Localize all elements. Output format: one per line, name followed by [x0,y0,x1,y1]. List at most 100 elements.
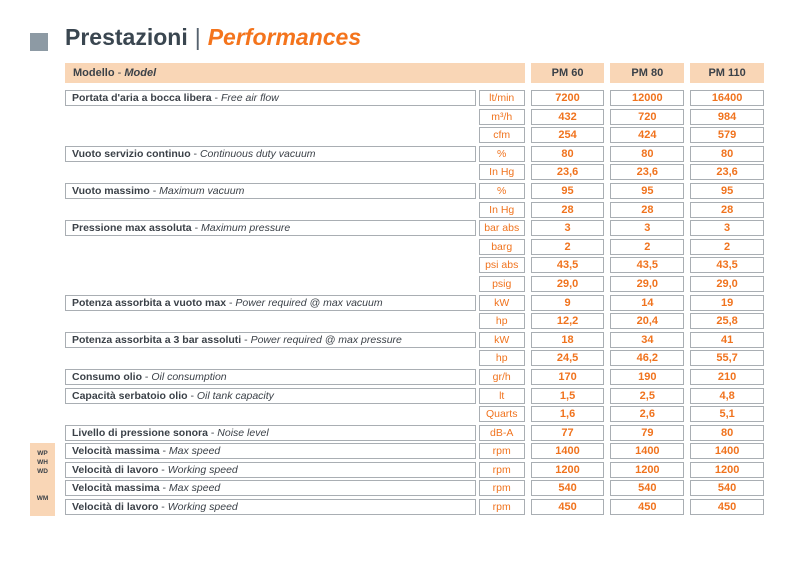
spec-label-separator: - [158,501,168,514]
spec-label-english: Oil consumption [151,370,227,383]
unit-cell: rpm [478,461,525,478]
spec-label-separator: - [241,333,251,346]
value-cell-pm-80: 46,2 [610,350,685,367]
value-cell-pm-80: 450 [610,499,685,516]
spec-label-spacer [65,239,476,255]
value-cell-pm-110: 95 [690,182,764,199]
value-cell-pm-80: 80 [610,145,685,162]
value-cell-pm-80: 2 [610,238,685,255]
spec-label-separator: - [191,222,201,235]
spec-label: Vuoto massimo - Maximum vacuum [65,182,476,199]
table-row: Potenza assorbita a 3 bar assoluti - Pow… [65,331,764,348]
side-tag-wm: WM [30,481,55,516]
value-cell-pm-80: 14 [610,294,685,311]
value-cell-pm-110: 16400 [690,90,764,106]
value-cell-pm-60: 28 [530,201,605,218]
value-cell-pm-110: 80 [690,424,764,441]
value-cell-pm-60: 1,5 [530,387,605,404]
table-row: Pressione max assoluta - Maximum pressur… [65,220,764,237]
spec-label: Capacità serbatoio olio - Oil tank capac… [65,387,476,404]
spec-label-separator: - [190,147,200,160]
spec-label-separator: - [159,482,169,495]
value-cell-pm-80: 2,6 [610,406,685,423]
value-cell-pm-60: 7200 [530,90,605,106]
unit-cell: gr/h [478,368,525,385]
value-cell-pm-60: 540 [530,480,605,497]
unit-cell: dB-A [478,424,525,441]
table-row: Velocità massima - Max speed rpm 1400 1400 1… [65,443,764,460]
table-row: Vuoto servizio continuo - Continuous dut… [65,145,764,162]
spec-label-separator: - [158,463,168,476]
value-cell-pm-110: 540 [690,480,764,497]
table-row: In Hg 23,6 23,6 23,6 [65,164,764,181]
table-row: Potenza assorbita a vuoto max - Power re… [65,294,764,311]
value-cell-pm-80: 720 [610,108,685,125]
title-separator: | [194,24,201,50]
table-row: Livello di pressione sonora - Noise leve… [65,424,764,441]
model-label-separator: - [114,67,125,79]
table-row: Portata d'aria a bocca libera - Free air… [65,90,764,106]
spec-label-separator: - [159,445,169,458]
value-cell-pm-60: 432 [530,108,605,125]
spec-label-italian: Velocità massima [72,482,160,495]
spec-label-english: Maximum vacuum [159,184,245,197]
unit-cell: rpm [478,480,525,497]
performance-spec-table: Modello - Model PM 60 PM 80 PM 110 Portata… [30,63,764,518]
value-cell-pm-60: 170 [530,368,605,385]
spec-label-english: Noise level [217,426,269,439]
value-cell-pm-110: 1200 [690,461,764,478]
spec-label-italian: Velocità massima [72,445,160,458]
value-cell-pm-110: 984 [690,108,764,125]
unit-cell: % [478,182,525,199]
table-row: Velocità di lavoro - Working speed rpm 120… [65,461,764,478]
value-cell-pm-80: 20,4 [610,313,685,330]
value-cell-pm-80: 1200 [610,461,685,478]
spec-label: Portata d'aria a bocca libera - Free air… [65,90,476,106]
section-bullet-square [30,33,48,51]
spec-label-spacer [65,350,476,366]
spec-label-italian: Velocità di lavoro [72,463,159,476]
spec-label-english: Power required @ max pressure [250,333,402,346]
table-row: barg 2 2 2 [65,238,764,255]
spec-label: Velocità di lavoro - Working speed [65,499,476,516]
value-cell-pm-80: 43,5 [610,257,685,274]
spec-label-english: Oil tank capacity [196,389,274,402]
spec-label: Consumo olio - Oil consumption [65,368,476,385]
unit-cell: bar abs [478,220,525,237]
spec-label-english: Maximum pressure [201,222,291,235]
spec-label-english: Working speed [167,501,238,514]
value-cell-pm-60: 3 [530,220,605,237]
value-cell-pm-60: 43,5 [530,257,605,274]
unit-cell: rpm [478,499,525,516]
value-cell-pm-80: 23,6 [610,164,685,181]
side-tag-wp-wh-wd: WP WH WD [30,443,55,481]
spec-label: Potenza assorbita a vuoto max - Power re… [65,294,476,311]
table-row: hp 24,5 46,2 55,7 [65,350,764,367]
spec-label-spacer [65,202,476,218]
spec-label-italian: Consumo olio [72,370,142,383]
value-cell-pm-60: 29,0 [530,275,605,292]
value-cell-pm-60: 80 [530,145,605,162]
spec-label: Velocità massima - Max speed [65,480,476,497]
spec-label: Velocità massima - Max speed [65,443,476,460]
spec-label-spacer [65,127,476,143]
value-cell-pm-110: 80 [690,145,764,162]
spec-label-italian: Velocità di lavoro [72,501,159,514]
spec-label: Vuoto servizio continuo - Continuous dut… [65,145,476,162]
table-row: Capacità serbatoio olio - Oil tank capac… [65,387,764,404]
spec-label-spacer [65,406,476,422]
spec-label-separator: - [211,92,221,104]
value-cell-pm-60: 1,6 [530,406,605,423]
table-row: m³/h 432 720 984 [65,108,764,125]
value-cell-pm-60: 1400 [530,443,605,460]
spec-label-spacer [65,257,476,273]
table-header-row: Modello - Model PM 60 PM 80 PM 110 [65,63,764,83]
model-header-label: Modello - Model [65,63,525,83]
value-cell-pm-80: 424 [610,127,685,144]
value-cell-pm-80: 95 [610,182,685,199]
table-row: In Hg 28 28 28 [65,201,764,218]
unit-cell: hp [478,313,525,330]
spec-label-spacer [65,313,476,329]
table-body: Portata d'aria a bocca libera - Free air… [30,90,764,516]
table-row: psig 29,0 29,0 29,0 [65,275,764,292]
